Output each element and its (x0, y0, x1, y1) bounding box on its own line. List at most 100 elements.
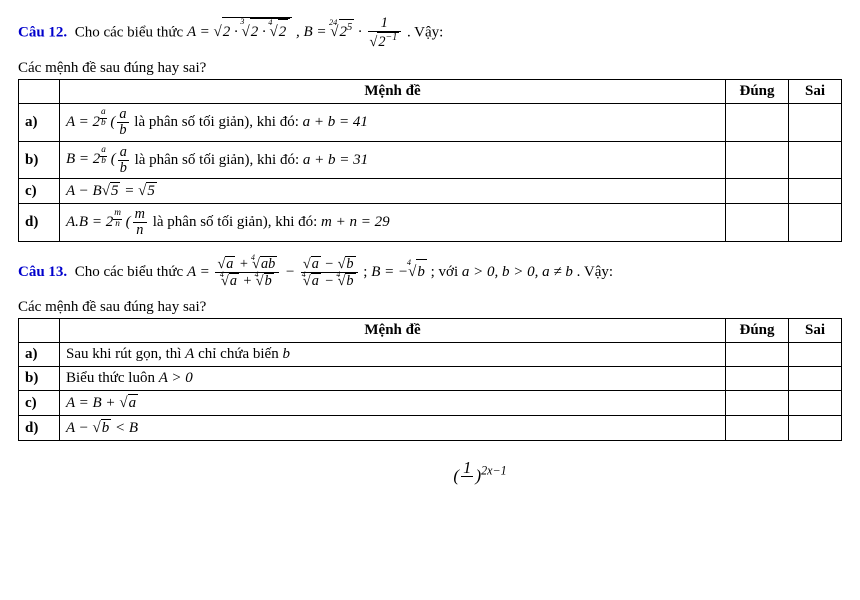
true-cell[interactable] (726, 416, 789, 441)
q12-A-left: A = (187, 24, 214, 40)
row-statement: A = 2ab (ab là phân số tối giản), khi đó… (60, 103, 726, 141)
r: a (311, 273, 321, 289)
true-cell[interactable] (726, 204, 789, 242)
inline-frac: ab (116, 145, 131, 176)
suffix: . Vậy: (577, 264, 613, 280)
sqrt-a: a (119, 394, 138, 412)
s4a: 4a (303, 273, 321, 289)
q13-header-row: Mệnh đề Đúng Sai (19, 319, 842, 343)
false-cell[interactable] (789, 416, 842, 441)
true-cell[interactable] (726, 343, 789, 367)
true-cell[interactable] (726, 103, 789, 141)
sqrt-fourth: 42 (269, 19, 288, 44)
i2: 4 (336, 271, 340, 279)
q13-row-d: d) A − b < B (19, 416, 842, 441)
true-cell[interactable] (726, 367, 789, 391)
q12-row-b: b) B = 2ab (ab là phân số tối giản), khi… (19, 141, 842, 179)
q12-row-a: a) A = 2ab (ab là phân số tối giản), khi… (19, 103, 842, 141)
blank-header (19, 319, 60, 343)
q12-expr: A = 2 · 3 2 · 42 , B = 2425 · 1 2−1 (187, 24, 407, 40)
rad2: 2 (278, 19, 289, 44)
row-label: a) (19, 103, 60, 141)
false-cell[interactable] (789, 367, 842, 391)
q12-sub-prompt: Các mệnh đề sau đúng hay sai? (18, 60, 842, 77)
blank-header (19, 79, 60, 103)
q12-intro-prefix: Cho các biểu thức (75, 24, 187, 40)
true-cell[interactable] (726, 391, 789, 416)
m: − (321, 273, 338, 289)
exp-frac: ab (100, 146, 107, 166)
statement-header: Mệnh đề (60, 79, 726, 103)
sqrt5b: 5 (138, 182, 157, 200)
r: a (229, 273, 239, 289)
p: + (235, 256, 252, 272)
false-cell[interactable] (789, 204, 842, 242)
exp5: 5 (347, 22, 352, 33)
true-cell[interactable] (726, 179, 789, 204)
q12-table: Mệnh đề Đúng Sai a) A = 2ab (ab là phân … (18, 79, 842, 243)
false-cell[interactable] (789, 343, 842, 367)
rt: < B (111, 420, 138, 436)
q12-header-row: Mệnh đề Đúng Sai (19, 79, 842, 103)
root4b: 4b (408, 259, 427, 284)
r2: b (345, 273, 355, 289)
A-eq: A = (187, 264, 214, 280)
q13-row-b: b) Biểu thức luôn A > 0 (19, 367, 842, 391)
one: 1 (461, 459, 473, 477)
idx4: 4 (268, 16, 272, 29)
sqrt-b: b (93, 419, 112, 437)
ab-eq: A.B = 2 (66, 214, 113, 230)
tail: a + b = 31 (303, 151, 368, 167)
q13-intro-prefix: Cho các biểu thức (75, 264, 187, 280)
row-label: c) (19, 391, 60, 416)
sqrt-outer: 2 · 3 2 · 42 (213, 17, 292, 44)
two5: 2 (340, 24, 348, 40)
root24: 2425 (330, 19, 354, 44)
r2: b (264, 273, 274, 289)
i: 4 (407, 256, 411, 269)
false-cell[interactable] (789, 179, 842, 204)
s4b: 4b (256, 273, 274, 289)
false-header: Sai (789, 79, 842, 103)
row-statement: B = 2ab (ab là phân số tối giản), khi đó… (60, 141, 726, 179)
q13-row-a: a) Sau khi rút gọn, thì A chỉ chứa biến … (19, 343, 842, 367)
false-cell[interactable] (789, 103, 842, 141)
inline-frac: mn (131, 207, 149, 238)
q13-row-c: c) A = B + a (19, 391, 842, 416)
row-statement: Biểu thức luôn A > 0 (60, 367, 726, 391)
mid: là phân số tối giản), khi đó: (153, 214, 321, 230)
row-label: b) (19, 141, 60, 179)
e: A > 0 (159, 370, 193, 386)
row-statement: A.B = 2mn (mn là phân số tối giản), khi … (60, 204, 726, 242)
q12-label: Câu 12. (18, 24, 67, 40)
B-expr: B = −4b (371, 264, 430, 280)
q12-row-c: c) A − B5 = 5 (19, 179, 842, 204)
r2: ab (260, 256, 277, 272)
mid: là phân số tối giản), khi đó: (134, 114, 302, 130)
t: Biểu thức luôn (66, 370, 159, 386)
exp: 2x−1 (481, 463, 507, 477)
i2: 4 (255, 271, 259, 279)
frac-partial: 1 (459, 459, 475, 494)
d: b (100, 157, 107, 166)
r: a (311, 256, 321, 272)
false-cell[interactable] (789, 391, 842, 416)
statement-header: Mệnh đề (60, 319, 726, 343)
d2: n (133, 223, 147, 238)
sqrt-cube: 3 2 · 42 (241, 18, 290, 44)
A: A (185, 346, 194, 362)
n2: a (117, 107, 128, 123)
q12-intro-suffix: . Vậy: (407, 24, 443, 40)
cond: a > 0, b > 0, a ≠ b (462, 264, 573, 280)
neg1: −1 (385, 32, 397, 43)
row-statement: Sau khi rút gọn, thì A chỉ chứa biến b (60, 343, 726, 367)
b: b (282, 346, 290, 362)
false-cell[interactable] (789, 141, 842, 179)
mid: là phân số tối giản), khi đó: (135, 151, 303, 167)
one: 1 (368, 16, 402, 32)
d: n (113, 220, 122, 229)
true-cell[interactable] (726, 141, 789, 179)
minus: − (285, 264, 299, 280)
l: A = B + (66, 395, 119, 411)
two-dot: 2 · (223, 24, 242, 40)
